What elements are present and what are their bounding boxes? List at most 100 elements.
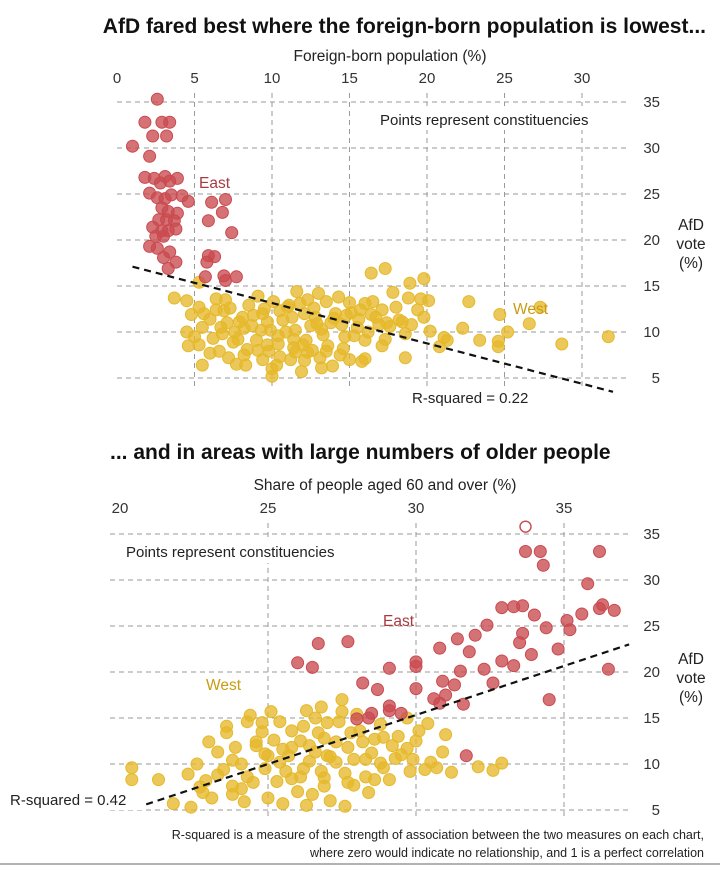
chart-2-y-tick-label: 10 <box>643 756 660 773</box>
chart-2-y-tick-label: 15 <box>643 710 660 727</box>
chart-1-point-west <box>212 344 226 358</box>
chart-1-y-ticks: 5 10 15 20 25 30 35 <box>643 94 660 387</box>
chart-1-point-east <box>170 171 184 185</box>
chart-2-point-west <box>329 735 343 749</box>
chart-1-point-east <box>160 129 174 143</box>
chart-1-point-east <box>143 149 157 163</box>
chart-1-point-west <box>313 351 327 365</box>
chart-2-point-west <box>166 797 180 811</box>
chart-2-point-west <box>297 719 310 733</box>
chart-1-x-tick-label: 30 <box>574 70 591 87</box>
chart-2-point-east <box>524 648 538 661</box>
chart-1-point-west <box>473 333 487 347</box>
chart-2-point-east <box>365 706 379 720</box>
chart-1-point-west <box>462 295 476 309</box>
chart-1-point-west <box>228 325 242 339</box>
chart-2-y-tick-label: 30 <box>643 572 660 589</box>
chart-1-point-west <box>336 342 350 356</box>
chart-2-r-squared-background <box>8 788 146 810</box>
chart-1-point-west <box>195 358 209 372</box>
chart-2-point-east <box>291 656 305 670</box>
chart-2-point-west <box>273 715 287 729</box>
chart-1-point-east <box>229 270 243 284</box>
chart-1-y-tick-label: 30 <box>643 140 660 157</box>
chart-1-point-east <box>219 274 232 287</box>
chart-1-point-east <box>150 241 164 255</box>
chart-1-point-west <box>242 298 256 312</box>
chart-2-west-label: West <box>206 677 242 694</box>
chart-2-point-east <box>453 664 467 678</box>
chart-2-point-east <box>311 637 325 650</box>
chart-2-point-east <box>305 660 319 674</box>
chart-2-point-west <box>237 795 251 809</box>
chart-1-y-tick-label: 35 <box>643 94 660 111</box>
chart-2-point-west <box>329 755 343 769</box>
chart-1-point-west <box>339 308 353 322</box>
chart-2-point-east <box>495 654 509 668</box>
chart-2-point-west <box>249 739 263 753</box>
chart-2-point-west <box>220 726 234 740</box>
chart-1-point-east <box>138 115 152 129</box>
chart-2-point-east <box>459 749 473 763</box>
chart-1-point-west <box>214 320 228 334</box>
chart-1-point-west <box>366 295 380 309</box>
chart-2-point-east <box>539 621 553 635</box>
chart-1-point-east <box>219 193 232 206</box>
chart-1-x-tick-label: 0 <box>113 70 121 87</box>
chart-2-point-west <box>471 760 485 774</box>
chart-2-point-west <box>184 800 198 814</box>
chart-2-point-east <box>462 645 476 659</box>
chart-1-point-west <box>206 331 220 345</box>
chart-2-point-east <box>350 712 364 726</box>
chart-1-y-tick-label: 5 <box>652 370 660 387</box>
chart-2-point-west <box>412 724 426 738</box>
chart-1-point-west <box>310 317 324 331</box>
chart-2-point-west <box>323 794 337 808</box>
chart-2-point-west <box>125 761 139 775</box>
chart-2-point-west <box>335 705 349 719</box>
chart-2-point-west <box>359 752 373 766</box>
chart-2-point-east <box>563 623 577 637</box>
chart-1-point-west <box>601 330 615 344</box>
chart-1-trendline <box>132 265 614 393</box>
chart-2-y-tick-label: 35 <box>643 526 660 543</box>
chart-2-point-west <box>226 779 239 793</box>
chart-2-point-west <box>217 763 231 776</box>
chart-2-point-west <box>362 786 376 799</box>
chart-1-point-west <box>375 339 389 353</box>
chart-2-point-east <box>495 601 509 615</box>
chart-1-r-squared-background <box>408 386 550 408</box>
chart-1-x-tick-label: 10 <box>264 70 281 87</box>
chart-2-x-ticks: 20 25 30 35 <box>112 500 573 517</box>
chart-2-point-west <box>430 761 444 775</box>
chart-1-point-west <box>386 285 400 299</box>
chart-2-point-east <box>527 608 541 622</box>
chart-2-point-east <box>450 632 464 646</box>
chart-2-x-axis-label: Share of people aged 60 and over (%) <box>254 477 517 494</box>
footnote-line-2: where zero would indicate no relationshi… <box>309 846 704 860</box>
chart-2-points <box>125 520 621 814</box>
chart-2-title: ... and in areas with large numbers of o… <box>110 441 611 464</box>
chart-2-point-west <box>267 733 281 747</box>
chart-2-point-west <box>261 749 275 763</box>
chart-1-point-west <box>192 300 206 314</box>
chart-2-point-west <box>376 730 390 744</box>
chart-2-point-west <box>376 761 390 775</box>
chart-1-point-east <box>146 129 160 143</box>
chart-2-point-west <box>403 764 417 778</box>
chart-1-point-west <box>403 276 417 290</box>
chart-2-point-west <box>486 763 500 777</box>
chart-2-point-east <box>581 577 595 591</box>
chart-1-point-west <box>522 317 536 331</box>
chart-2-x-tick-label: 20 <box>112 500 129 517</box>
chart-1-y-tick-label: 25 <box>643 186 660 203</box>
chart-1-y-label-line-2: vote <box>676 236 705 253</box>
chart-2-point-west <box>297 762 310 776</box>
chart-2-point-west <box>202 735 216 749</box>
chart-2-point-west <box>291 785 305 799</box>
chart-2-point-east <box>371 683 384 696</box>
chart-2-point-west <box>152 773 165 787</box>
chart-2-r-squared: R-squared = 0.42 <box>10 792 126 809</box>
chart-2-point-east <box>468 628 482 642</box>
chart-2-point-west <box>341 775 355 789</box>
